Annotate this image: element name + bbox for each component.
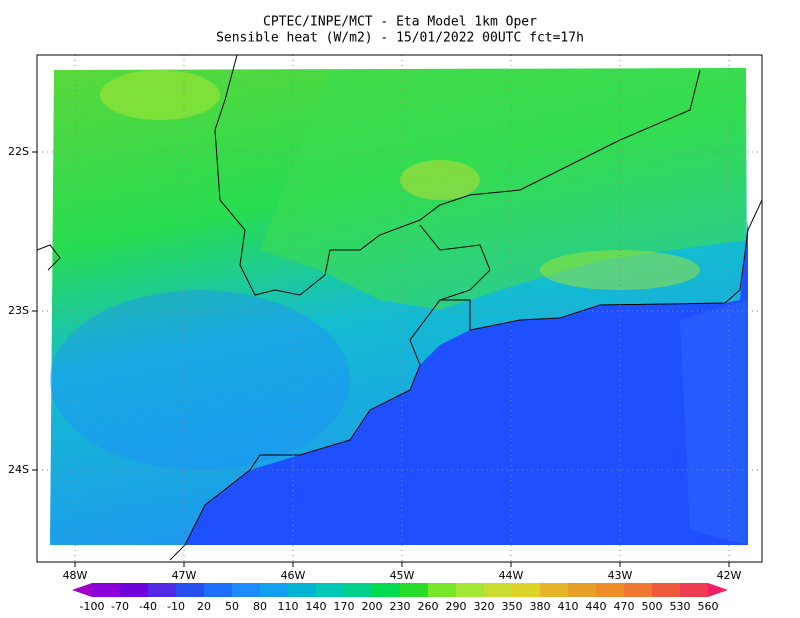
- colorbar-box: [260, 583, 289, 597]
- colorbar-label: 410: [558, 600, 579, 613]
- lon-label: 47W: [172, 569, 197, 582]
- colorbar-label: 260: [418, 600, 439, 613]
- colorbar-label: 20: [197, 600, 211, 613]
- colorbar-box: [512, 583, 541, 597]
- colorbar-box: [680, 583, 709, 597]
- map-field: [37, 55, 762, 561]
- colorbar-label: 290: [446, 600, 467, 613]
- colorbar-label: 50: [225, 600, 239, 613]
- colorbar-box: [148, 583, 177, 597]
- colorbar-box: [120, 583, 149, 597]
- colorbar-label: 320: [474, 600, 495, 613]
- lon-label: 43W: [608, 569, 633, 582]
- colorbar-label: 380: [530, 600, 551, 613]
- colorbar-label: 440: [586, 600, 607, 613]
- colorbar-label: 80: [253, 600, 267, 613]
- colorbar-label: 560: [698, 600, 719, 613]
- title-line: CPTEC/INPE/MCT - Eta Model 1km Oper: [263, 15, 537, 30]
- colorbar-box: [484, 583, 513, 597]
- colorbar-box: [540, 583, 569, 597]
- colorbar-box: [316, 583, 345, 597]
- colorbar-box: [288, 583, 317, 597]
- lon-label: 48W: [63, 569, 88, 582]
- colorbar-box: [204, 583, 233, 597]
- colorbar-box: [596, 583, 625, 597]
- colorbar-arrow: [72, 583, 92, 597]
- colorbar-label: -100: [80, 600, 105, 613]
- colorbar-box: [92, 583, 121, 597]
- lon-label: 46W: [281, 569, 306, 582]
- colorbar-box: [428, 583, 457, 597]
- colorbar-box: [624, 583, 653, 597]
- title-line: Sensible heat (W/m2) - 15/01/2022 00UTC …: [216, 31, 584, 46]
- colorbar-label: 200: [362, 600, 383, 613]
- graticule: 48W 47W 46W 45W 44W 43W 42W 22S 23S 24S: [8, 55, 762, 582]
- lon-label: 42W: [717, 569, 742, 582]
- colorbar-label: 470: [614, 600, 635, 613]
- colorbar-box: [372, 583, 401, 597]
- lat-label: 24S: [8, 463, 29, 476]
- colorbar-label: 170: [334, 600, 355, 613]
- colorbar-box: [568, 583, 597, 597]
- lon-label: 45W: [390, 569, 415, 582]
- colorbar-arrow: [708, 583, 728, 597]
- colorbar-box: [176, 583, 205, 597]
- lon-label: 44W: [499, 569, 524, 582]
- colorbar-label: -40: [139, 600, 157, 613]
- colorbar-label: 350: [502, 600, 523, 613]
- colorbar-label: 230: [390, 600, 411, 613]
- lat-label: 23S: [8, 304, 29, 317]
- colorbar-box: [652, 583, 681, 597]
- colorbar-label: -70: [111, 600, 129, 613]
- colorbar-box: [456, 583, 485, 597]
- colorbar-label: 500: [642, 600, 663, 613]
- lat-label: 22S: [8, 145, 29, 158]
- colorbar-label: 140: [306, 600, 327, 613]
- map-frame: [36, 54, 763, 563]
- colorbar: -100 -70 -40 -10 20 50 80 110 140 170 200 230 260 290…: [72, 583, 728, 613]
- colorbar-box: [232, 583, 261, 597]
- colorbar-label: 110: [278, 600, 299, 613]
- colorbar-box: [344, 583, 373, 597]
- colorbar-box: [400, 583, 429, 597]
- colorbar-label: -10: [167, 600, 185, 613]
- colorbar-label: 530: [670, 600, 691, 613]
